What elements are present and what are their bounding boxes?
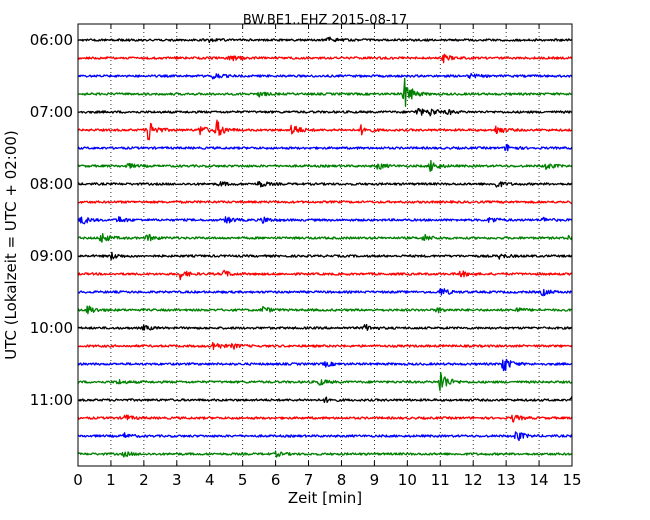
x-tick-label: 8: [337, 471, 347, 489]
x-tick-label: 11: [431, 471, 450, 489]
trace-0845: [77, 233, 573, 243]
trace-1045: [77, 371, 573, 392]
trace-1145: [77, 450, 573, 458]
y-tick-label: 11:00: [30, 391, 73, 409]
trace-1115: [77, 414, 573, 423]
x-tick-label: 4: [205, 471, 215, 489]
x-tick-label: 6: [271, 471, 281, 489]
trace-1030: [77, 358, 573, 372]
trace-0700: [77, 107, 573, 117]
trace-1100: [77, 395, 573, 404]
chart-title: BW.BE1..EHZ 2015-08-17: [243, 13, 407, 28]
x-tick-label: 1: [106, 471, 116, 489]
y-tick-label: 07:00: [30, 103, 73, 121]
grid-lines: [110, 24, 540, 466]
x-tick-label: 3: [172, 471, 182, 489]
y-axis-label: UTC (Lokalzeit = UTC + 02:00): [2, 130, 20, 360]
y-tick-label: 08:00: [30, 175, 73, 193]
x-tick-label: 12: [464, 471, 483, 489]
trace-1015: [77, 341, 573, 350]
trace-0615: [77, 53, 573, 64]
x-tick-label: 9: [370, 471, 380, 489]
trace-0930: [77, 288, 573, 297]
trace-0800: [77, 181, 573, 188]
trace-1000: [77, 323, 573, 331]
x-tick-label: 5: [238, 471, 248, 489]
plot-frame: [77, 23, 573, 467]
trace-0645: [78, 77, 573, 108]
trace-0600: [77, 36, 573, 44]
x-axis-label: Zeit [min]: [288, 489, 362, 507]
y-tick-label: 06:00: [30, 31, 73, 49]
x-tick-label: 0: [73, 471, 83, 489]
x-tick-label: 13: [497, 471, 516, 489]
trace-0830: [77, 216, 573, 225]
trace-0915: [77, 269, 573, 281]
trace-0900: [77, 251, 573, 261]
x-tick-label: 14: [530, 471, 549, 489]
trace-0715: [77, 119, 573, 141]
x-axis: 0 1 2 3 4 5 6 7 8 9 10 11 12 13 14 15: [73, 24, 582, 489]
x-tick-label: 15: [562, 471, 581, 489]
trace-lines: [77, 36, 573, 458]
x-tick-label: 2: [139, 471, 149, 489]
trace-0730: [77, 143, 573, 152]
trace-0815: [77, 200, 573, 205]
y-tick-label: 09:00: [30, 247, 73, 265]
trace-0630: [77, 72, 573, 80]
y-axis: 06:00 07:00 08:00 09:00 10:00 11:00: [30, 31, 572, 409]
x-tick-label: 7: [304, 471, 314, 489]
trace-1130: [77, 431, 573, 442]
y-tick-label: 10:00: [30, 319, 73, 337]
trace-0745: [77, 159, 573, 172]
trace-0945: [77, 305, 573, 315]
x-tick-label: 10: [398, 471, 417, 489]
